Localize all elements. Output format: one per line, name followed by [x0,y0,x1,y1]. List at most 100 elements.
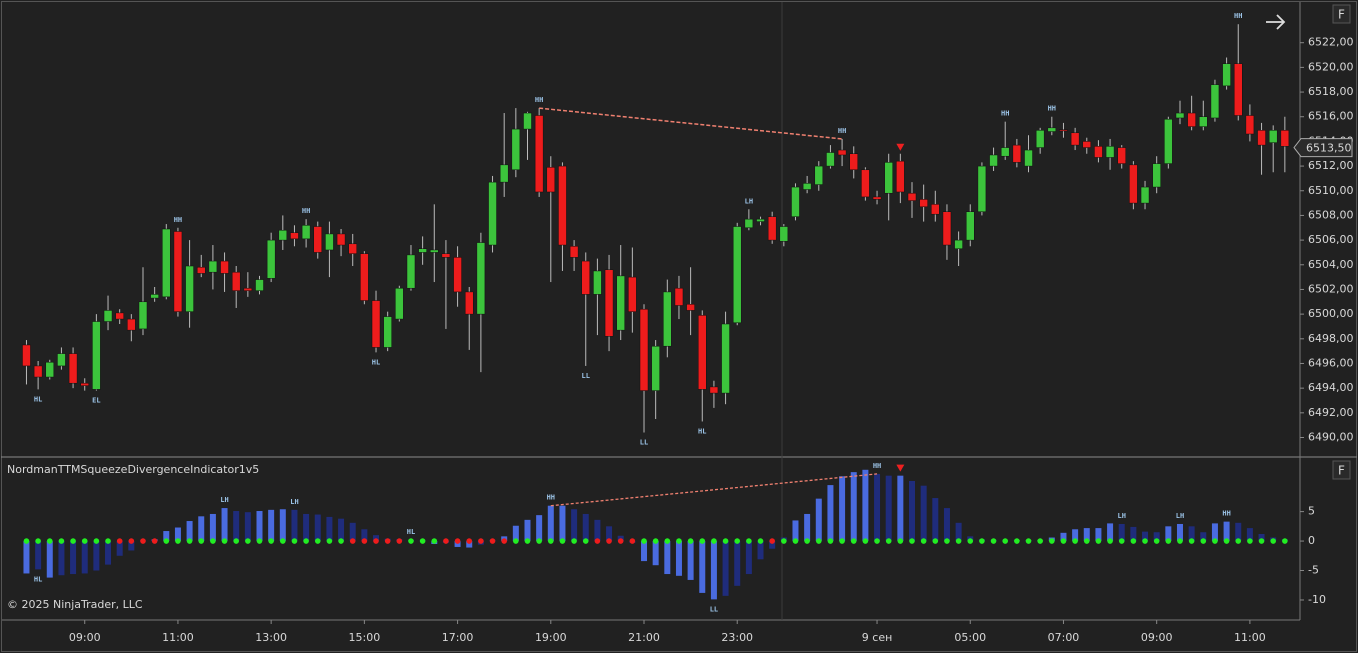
histogram-bar [757,541,764,560]
candle-body [977,165,987,212]
candle-body [791,186,800,217]
squeeze-dot [536,538,542,544]
candle-body [639,308,649,391]
y-tick-label: -5 [1308,564,1319,577]
histogram-bar [454,541,461,547]
histogram-bar [687,541,694,580]
squeeze-dot [186,538,193,544]
x-tick-label: 07:00 [1048,631,1080,644]
histogram-bar [594,519,601,542]
histogram-bar [1095,528,1102,542]
candle-body [162,228,171,298]
x-tick-label: 15:00 [349,631,381,644]
histogram-bar [186,521,193,542]
squeeze-dot [559,538,566,544]
histogram-bar [221,508,228,542]
y-tick-label: 6504,00 [1308,258,1354,271]
divergence-line [539,107,843,140]
squeeze-dot [1060,538,1067,544]
candle-body [45,361,55,378]
squeeze-dot [1258,538,1265,544]
histogram-bar [874,473,881,542]
histogram-bar [291,509,298,542]
candle-body [767,216,777,241]
candle-body [1210,84,1220,119]
swing-label: HH [1222,510,1230,518]
x-tick-label: 13:00 [255,631,287,644]
squeeze-dot [70,538,76,544]
histogram-bar [524,519,531,542]
histogram-bar [664,541,671,575]
candle-body [1047,127,1057,132]
squeeze-dot [466,538,473,544]
scroll-arrow[interactable] [1266,14,1286,30]
candle-body [103,310,113,322]
squeeze-dot [594,538,601,544]
squeeze-dot [1212,538,1218,544]
histogram-bar [943,508,950,542]
squeeze-dot [1002,538,1009,544]
panel-button-icon[interactable]: F [1338,8,1345,22]
histogram-bar [745,541,752,575]
x-tick-label: 11:00 [162,631,194,644]
candle-body [476,242,486,315]
candle-body [243,287,253,291]
squeeze-dot [874,538,880,544]
y-tick-label: 6502,00 [1308,282,1354,295]
squeeze-dot [699,538,706,544]
histogram-bar [1235,522,1242,542]
squeeze-dot [221,538,228,544]
squeeze-dot [384,538,391,544]
squeeze-dot [757,538,764,544]
squeeze-dot [396,538,403,544]
panel-button[interactable] [1332,460,1351,480]
candle-body [348,243,357,254]
panel-button-icon[interactable]: F [1338,464,1345,478]
squeeze-dot [1095,538,1102,544]
candle-body [453,257,462,293]
candle-body [931,204,940,215]
candle-body [966,211,975,241]
y-tick-label: -10 [1308,593,1326,606]
squeeze-dot [746,538,752,544]
candle-body [581,260,591,295]
candle-body [1070,132,1080,146]
candle-body [1245,115,1255,135]
squeeze-dot [909,538,915,544]
squeeze-dot [256,538,263,544]
panel-button[interactable] [1332,4,1351,24]
squeeze-dot [1165,538,1172,544]
squeeze-dot [1270,538,1277,544]
x-tick-label: 11:00 [1234,631,1266,644]
histogram-bar [93,541,100,571]
y-tick-label: 6520,00 [1308,60,1354,73]
histogram-bar [1165,526,1172,542]
histogram-bar [279,509,286,542]
last-price-tag [1293,138,1353,158]
squeeze-dot [676,538,682,544]
histogram-bar [1176,523,1183,542]
x-tick-label: 9 сен [862,631,893,644]
x-tick-label: 09:00 [1141,631,1173,644]
squeeze-dot [501,538,507,544]
histogram-bar [734,541,741,586]
squeeze-dot [431,538,438,544]
swing-label: HH [873,462,881,470]
candle-body [80,382,89,386]
x-tick-label: 23:00 [721,631,753,644]
squeeze-dot [1282,538,1288,544]
squeeze-dot [792,538,799,544]
squeeze-dot [489,538,496,544]
squeeze-dot [920,538,927,544]
squeeze-dot [664,538,671,544]
histogram-bar [1223,521,1230,542]
squeeze-dot [815,538,822,544]
squeeze-dot [58,538,65,544]
candle-body [954,239,963,249]
x-tick-label: 19:00 [535,631,567,644]
y-tick-label: 6496,00 [1308,356,1354,369]
candle-body [1268,130,1278,143]
squeeze-dot [1235,538,1242,544]
squeeze-dot [1188,538,1195,544]
